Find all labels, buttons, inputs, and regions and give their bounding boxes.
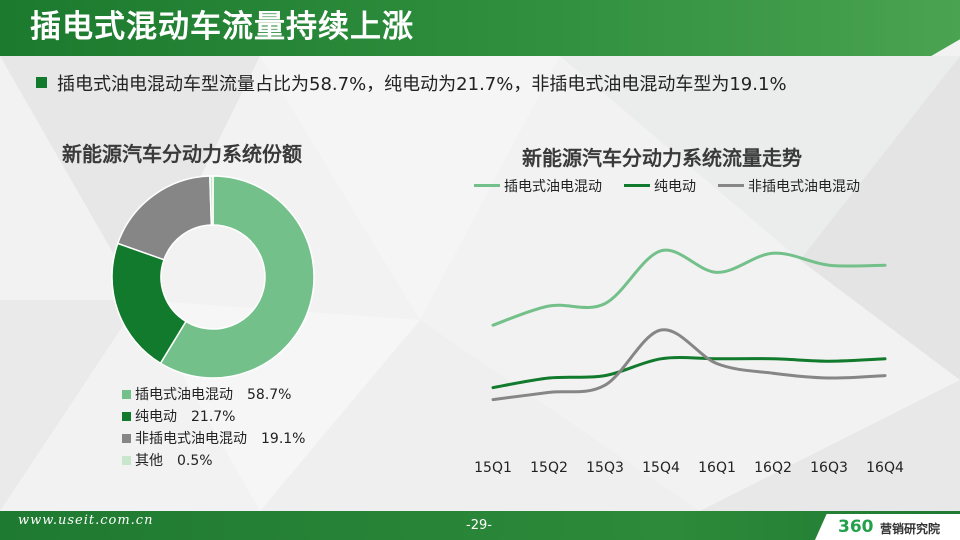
series-line-1	[491, 356, 887, 390]
pie-legend-value: 0.5%	[177, 453, 213, 469]
x-tick-label: 16Q2	[754, 460, 792, 476]
legend-swatch	[122, 456, 131, 465]
legend-swatch	[122, 434, 131, 443]
pie-legend-value: 21.7%	[191, 409, 236, 425]
legend-swatch	[122, 412, 131, 421]
pie-legend-name: 插电式油电混动	[135, 387, 233, 403]
pie-legend-item: 插电式油电混动 58.7%	[122, 384, 305, 406]
series-line-2	[491, 328, 887, 402]
pie-slice-2	[116, 175, 213, 261]
logo-text: 营销研究院	[880, 522, 941, 536]
logo-box	[815, 514, 960, 540]
x-tick-label: 15Q3	[586, 460, 624, 476]
footer-url[interactable]: www.useit.com.cn	[18, 513, 154, 528]
summary-text: 插电式油电混动车型流量占比为58.7%，纯电动为21.7%，非插电式油电混动车型…	[57, 74, 787, 95]
line-legend-item: 插电式油电混动	[474, 176, 602, 196]
pie-legend-name: 其他	[135, 453, 163, 469]
donut-chart	[111, 175, 315, 379]
summary-bullet: 插电式油电混动车型流量占比为58.7%，纯电动为21.7%，非插电式油电混动车型…	[36, 72, 787, 98]
pie-legend-value: 19.1%	[261, 431, 306, 447]
line-legend-name: 插电式油电混动	[504, 179, 602, 195]
pie-slice-0	[159, 175, 315, 379]
pie-legend-item: 纯电动 21.7%	[122, 406, 305, 428]
page-title: 插电式混动车流量持续上涨	[30, 9, 414, 45]
pie-legend-value: 58.7%	[247, 387, 292, 403]
x-tick-label: 15Q4	[642, 460, 680, 476]
series-line-0	[491, 248, 887, 327]
bullet-square-icon	[36, 77, 47, 88]
x-tick-label: 15Q1	[474, 460, 512, 476]
line-legend-item: 非插电式油电混动	[718, 176, 860, 196]
pie-legend: 插电式油电混动 58.7% 纯电动 21.7% 非插电式油电混动 19.1% 其他 0.5%	[122, 384, 305, 472]
x-tick-label: 16Q3	[810, 460, 848, 476]
x-tick-label: 15Q2	[530, 460, 568, 476]
pie-slice-3	[209, 175, 214, 226]
legend-line-swatch	[474, 184, 500, 187]
pie-slice-1	[111, 242, 187, 365]
line-legend-item: 纯电动	[624, 176, 696, 196]
pie-legend-item: 非插电式油电混动 19.1%	[122, 428, 305, 450]
line-legend-name: 非插电式油电混动	[748, 179, 860, 195]
line-chart-title: 新能源汽车分动力系统流量走势	[522, 146, 802, 170]
pie-chart-title: 新能源汽车分动力系统份额	[62, 142, 302, 166]
x-tick-label: 16Q4	[866, 460, 904, 476]
line-legend-name: 纯电动	[654, 179, 696, 195]
legend-swatch	[122, 390, 131, 399]
title-bar	[0, 0, 960, 56]
legend-line-swatch	[624, 184, 650, 187]
footer-bar	[0, 511, 960, 540]
x-tick-label: 16Q1	[698, 460, 736, 476]
pie-legend-name: 纯电动	[135, 409, 177, 425]
line-legend: 插电式油电混动 纯电动 非插电式油电混动	[474, 176, 882, 196]
page-number: -29-	[466, 518, 492, 533]
pie-legend-name: 非插电式油电混动	[135, 431, 247, 447]
line-chart: 15Q1 15Q2 15Q3 15Q4 16Q1 16Q2 16Q3 16Q4	[474, 248, 904, 476]
logo-number: 360	[838, 517, 874, 537]
pie-legend-item: 其他 0.5%	[122, 450, 305, 472]
legend-line-swatch	[718, 184, 744, 187]
